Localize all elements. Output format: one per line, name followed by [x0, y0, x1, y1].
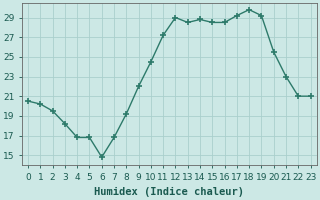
- X-axis label: Humidex (Indice chaleur): Humidex (Indice chaleur): [94, 187, 244, 197]
